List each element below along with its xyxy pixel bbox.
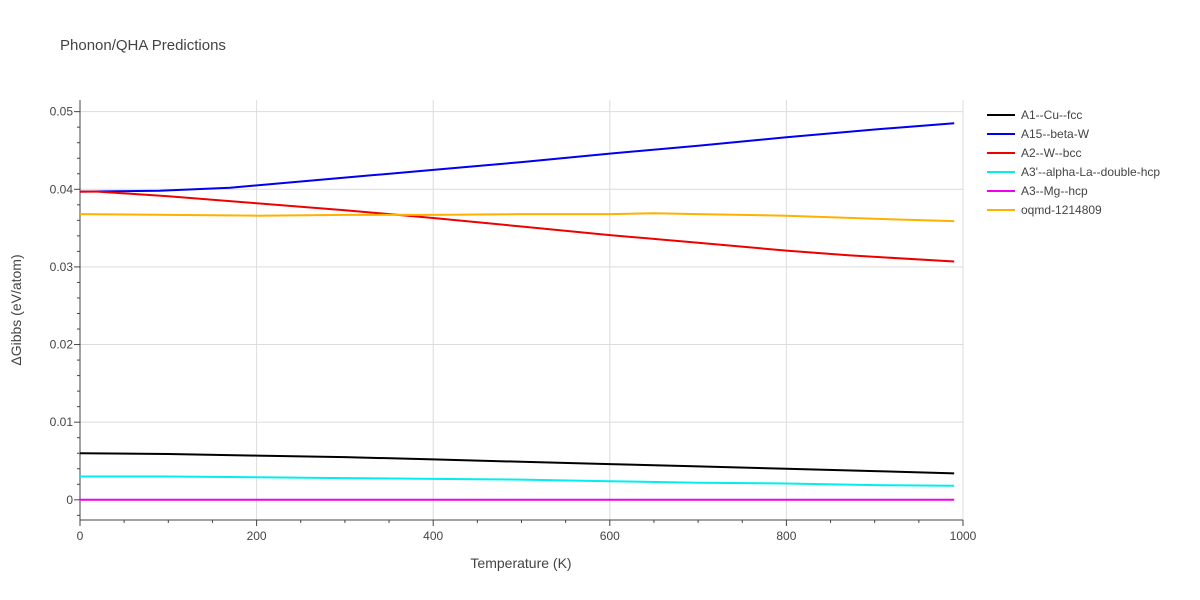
x-tick-label: 800 [776, 529, 796, 543]
series-line-1 [79, 452, 955, 475]
y-axis-title: ΔGibbs (eV/atom) [8, 254, 24, 365]
series-line-6 [79, 212, 955, 223]
legend-item-5[interactable]: A3--Mg--hcp [987, 184, 1088, 198]
x-tick-label: 200 [247, 529, 267, 543]
plot-area [79, 122, 955, 501]
chart-title: Phonon/QHA Predictions [60, 37, 226, 54]
legend-label: A2--W--bcc [1021, 146, 1081, 160]
legend-label: oqmd-1214809 [1021, 203, 1102, 217]
series-line-4 [80, 475, 955, 487]
legend-label: A15--beta-W [1021, 127, 1090, 141]
legend[interactable]: A1--Cu--fcc A15--beta-W A2--W--bcc A3'--alp… [987, 108, 1160, 217]
x-tick-label: 1000 [950, 529, 977, 543]
x-tick-label: 400 [423, 529, 443, 543]
legend-item-6[interactable]: oqmd-1214809 [987, 203, 1102, 217]
grid [80, 100, 964, 520]
series-line-2 [79, 122, 955, 193]
legend-label: A3'--alpha-La--double-hcp [1021, 165, 1160, 179]
y-tick-label: 0 [66, 493, 73, 507]
x-axis-title: Temperature (K) [470, 555, 571, 571]
x-tick-label: 600 [600, 529, 620, 543]
series-line-3 [80, 190, 955, 263]
legend-label: A3--Mg--hcp [1021, 184, 1088, 198]
legend-item-1[interactable]: A1--Cu--fcc [987, 108, 1082, 122]
legend-label: A1--Cu--fcc [1021, 108, 1082, 122]
legend-item-2[interactable]: A15--beta-W [987, 127, 1090, 141]
axes [74, 100, 964, 526]
y-tick-label: 0.02 [50, 338, 74, 352]
legend-item-3[interactable]: A2--W--bcc [987, 146, 1081, 160]
y-tick-label: 0.05 [50, 105, 74, 119]
y-tick-label: 0.03 [50, 260, 74, 274]
tick-labels: 0 200 400 600 800 1000 0 0.01 0.02 0.03 0.04 0.05 [50, 105, 977, 543]
y-tick-label: 0.01 [50, 415, 74, 429]
y-tick-label: 0.04 [50, 182, 74, 196]
legend-item-4[interactable]: A3'--alpha-La--double-hcp [987, 165, 1160, 179]
x-tick-label: 0 [77, 529, 84, 543]
